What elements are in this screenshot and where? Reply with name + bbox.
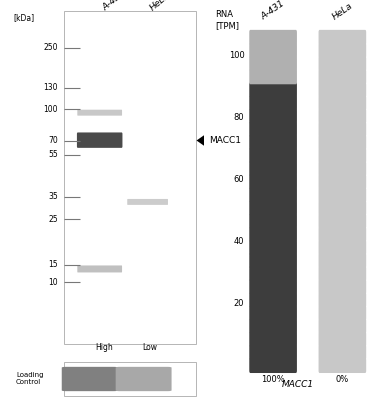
FancyBboxPatch shape — [319, 122, 366, 137]
Text: A-431: A-431 — [260, 0, 286, 21]
FancyBboxPatch shape — [249, 174, 297, 189]
FancyBboxPatch shape — [77, 132, 122, 148]
FancyBboxPatch shape — [249, 187, 297, 202]
FancyBboxPatch shape — [77, 110, 122, 116]
FancyBboxPatch shape — [319, 200, 366, 216]
Text: 60: 60 — [234, 175, 244, 184]
FancyBboxPatch shape — [249, 135, 297, 150]
FancyBboxPatch shape — [319, 253, 366, 268]
FancyBboxPatch shape — [249, 30, 297, 45]
Text: 25: 25 — [48, 215, 58, 224]
Text: 55: 55 — [48, 150, 58, 159]
FancyBboxPatch shape — [319, 161, 366, 176]
FancyBboxPatch shape — [319, 135, 366, 150]
FancyBboxPatch shape — [319, 266, 366, 281]
FancyBboxPatch shape — [319, 332, 366, 347]
FancyBboxPatch shape — [319, 96, 366, 110]
FancyBboxPatch shape — [249, 292, 297, 307]
FancyBboxPatch shape — [319, 345, 366, 360]
Text: [kDa]: [kDa] — [14, 13, 35, 22]
Text: HeLa: HeLa — [331, 1, 354, 21]
FancyBboxPatch shape — [249, 161, 297, 176]
Text: Loading
Control: Loading Control — [16, 372, 43, 385]
FancyBboxPatch shape — [319, 240, 366, 255]
Text: 100%: 100% — [261, 375, 285, 384]
Text: 80: 80 — [234, 113, 244, 122]
FancyBboxPatch shape — [249, 345, 297, 360]
FancyBboxPatch shape — [249, 240, 297, 255]
Text: Low: Low — [142, 343, 157, 352]
Text: 100: 100 — [43, 104, 58, 114]
Text: 130: 130 — [43, 84, 58, 92]
Bar — [64, 11, 195, 344]
Text: 35: 35 — [48, 192, 58, 201]
FancyBboxPatch shape — [249, 43, 297, 58]
FancyBboxPatch shape — [249, 148, 297, 163]
Polygon shape — [197, 133, 207, 148]
FancyBboxPatch shape — [319, 174, 366, 189]
FancyBboxPatch shape — [249, 227, 297, 242]
Text: 10: 10 — [48, 278, 58, 287]
FancyBboxPatch shape — [249, 318, 297, 334]
Text: 100: 100 — [228, 51, 244, 60]
FancyBboxPatch shape — [319, 214, 366, 229]
FancyBboxPatch shape — [249, 56, 297, 71]
Text: 70: 70 — [48, 136, 58, 145]
FancyBboxPatch shape — [249, 109, 297, 124]
Text: 20: 20 — [234, 299, 244, 308]
FancyBboxPatch shape — [319, 43, 366, 58]
Text: 0%: 0% — [336, 375, 349, 384]
Text: MACC1: MACC1 — [281, 380, 314, 389]
Text: A-431: A-431 — [101, 0, 127, 13]
FancyBboxPatch shape — [319, 358, 366, 373]
FancyBboxPatch shape — [249, 122, 297, 137]
FancyBboxPatch shape — [249, 214, 297, 229]
Text: MACC1: MACC1 — [210, 136, 242, 145]
FancyBboxPatch shape — [319, 318, 366, 334]
FancyBboxPatch shape — [249, 82, 297, 98]
FancyBboxPatch shape — [319, 306, 366, 320]
FancyBboxPatch shape — [319, 292, 366, 307]
FancyBboxPatch shape — [249, 306, 297, 320]
Text: HeLa: HeLa — [148, 0, 171, 13]
Text: High: High — [95, 343, 113, 352]
FancyBboxPatch shape — [319, 187, 366, 202]
FancyBboxPatch shape — [319, 69, 366, 84]
FancyBboxPatch shape — [249, 279, 297, 294]
Text: 15: 15 — [48, 260, 58, 269]
Text: RNA
[TPM]: RNA [TPM] — [215, 10, 239, 30]
FancyBboxPatch shape — [249, 253, 297, 268]
FancyBboxPatch shape — [319, 82, 366, 98]
FancyBboxPatch shape — [249, 200, 297, 216]
FancyBboxPatch shape — [319, 56, 366, 71]
FancyBboxPatch shape — [319, 148, 366, 163]
FancyBboxPatch shape — [319, 30, 366, 45]
FancyBboxPatch shape — [249, 332, 297, 347]
Text: 40: 40 — [234, 237, 244, 246]
FancyBboxPatch shape — [249, 358, 297, 373]
FancyBboxPatch shape — [62, 367, 118, 391]
FancyBboxPatch shape — [116, 367, 172, 391]
FancyBboxPatch shape — [319, 227, 366, 242]
FancyBboxPatch shape — [77, 266, 122, 272]
FancyBboxPatch shape — [319, 279, 366, 294]
FancyBboxPatch shape — [249, 266, 297, 281]
FancyBboxPatch shape — [127, 199, 168, 205]
FancyBboxPatch shape — [249, 96, 297, 110]
FancyBboxPatch shape — [249, 69, 297, 84]
Text: 250: 250 — [43, 43, 58, 52]
Bar — [64, 362, 195, 396]
FancyBboxPatch shape — [319, 109, 366, 124]
